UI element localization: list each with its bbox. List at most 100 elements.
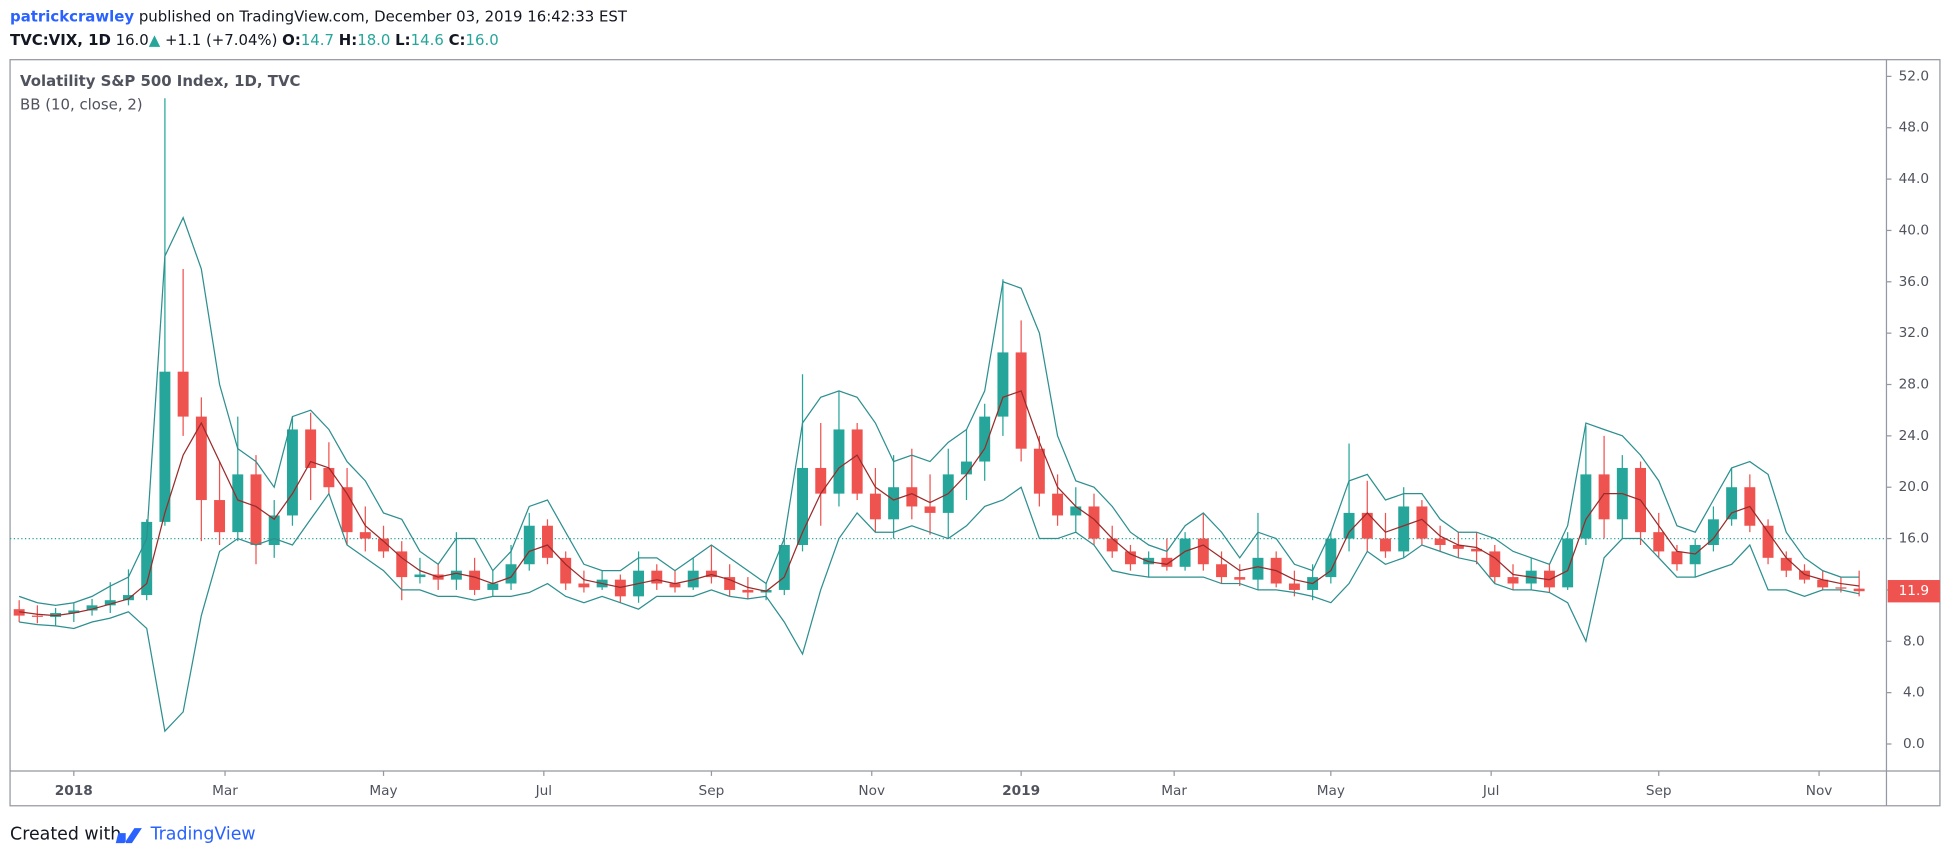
symbol: TVC:VIX, 1D [10,31,111,49]
candle-body [1161,557,1173,567]
candle-body [742,589,754,593]
x-tick-label: Nov [858,783,885,799]
x-tick-label: Nov [1806,783,1833,799]
candle-body [1817,579,1829,588]
candle-body [797,467,808,545]
candle-body [104,600,116,606]
candle-body [1380,538,1391,552]
x-tick-label: Jul [535,783,552,799]
y-tick-label: 20.0 [1899,479,1929,495]
last-price-label: 11.9 [1899,583,1929,599]
y-tick-label: 16.0 [1899,531,1929,547]
y-tick-label: 4.0 [1903,685,1925,701]
header-line-2: TVC:VIX, 1D 16.0▲ +1.1 (+7.04%) O:14.7 H… [10,31,499,49]
candle-body [687,570,699,588]
tradingview-logo[interactable] [115,828,142,844]
y-tick-label: 32.0 [1899,325,1929,341]
candle-body [961,461,972,475]
candle-body [851,429,863,494]
candle-body [414,574,426,578]
y-tick-label: 40.0 [1899,222,1929,238]
candle-body [1015,352,1027,449]
x-tick-label: 2019 [1002,783,1040,799]
candle-body [341,487,353,533]
change: +1.1 (+7.04%) [165,31,277,49]
candle-body [1434,538,1446,545]
candle-body [997,352,1009,417]
author[interactable]: patrickcrawley [10,7,134,25]
candle-body [669,583,681,588]
candle-body [1416,506,1428,539]
candle-body [1452,544,1464,549]
candle-body [833,429,845,494]
candle-body [523,525,535,565]
candle-body [1726,487,1738,520]
candle-body [1598,474,1610,520]
high: 18.0 [357,31,390,49]
candle-body [396,551,408,578]
candle-body [1325,538,1337,578]
open: 14.7 [301,31,334,49]
candle-body [505,564,517,584]
y-tick-label: 52.0 [1899,68,1929,84]
candle-body [651,570,663,584]
candle-body [1088,506,1100,539]
candle-body [50,613,62,617]
candle-body [1124,551,1136,565]
x-tick-label: May [369,783,397,799]
plot: 0.04.08.012.016.020.024.028.032.036.040.… [10,68,1940,799]
candle-body [924,506,936,513]
y-tick-label: 28.0 [1899,377,1929,393]
candle-body [1052,493,1064,516]
candle-body [560,557,572,584]
bb-lower [19,486,1860,733]
open-label: O: [282,31,301,49]
candle-body [542,525,553,558]
close-label: C: [449,31,466,49]
bb-basis [19,390,1860,617]
candle-body [214,500,226,533]
candle-body [123,595,134,601]
candle-body [1361,512,1373,539]
published: published on TradingView.com, December 0… [139,7,628,25]
candle-body [1562,538,1574,588]
candle-body [159,371,171,522]
candle-body [323,467,335,488]
candle-body [1471,548,1483,552]
brand[interactable]: TradingView [150,824,256,844]
candle-body [1033,448,1045,494]
candle-body [979,416,991,462]
y-tick-label: 0.0 [1903,736,1925,752]
candle-body [724,577,736,590]
x-tick-label: May [1317,783,1345,799]
header-line-1: patrickcrawley published on TradingView.… [10,7,628,25]
candle-body [1580,474,1592,539]
candle-body [869,493,881,520]
candle-body [1179,538,1191,567]
chart-title: Volatility S&P 500 Index, 1D, TVC [20,72,300,90]
candle-body [250,474,262,545]
candle-body [1398,506,1410,552]
candle-body [86,605,98,611]
candle-body [1653,532,1665,552]
candle-body [1543,570,1555,588]
x-tick-label: Mar [1161,783,1187,799]
candle-body [450,570,462,580]
y-tick-label: 36.0 [1899,274,1929,290]
candle-body [1835,587,1847,589]
candle-body [68,610,80,614]
candle-body [268,515,280,545]
high-label: H: [339,31,357,49]
candle-body [778,544,790,590]
indicator-label: BB (10, close, 2) [20,96,143,114]
candle-body [305,429,317,468]
candle-body [1762,525,1774,558]
candle-body [31,615,43,617]
candle-body [487,583,499,590]
candle-body [1799,570,1810,580]
candle-body [1507,577,1519,584]
last-price-tag [1887,580,1940,603]
y-tick-label: 44.0 [1899,171,1929,187]
candle-body [1288,583,1300,590]
up-arrow: ▲ [149,31,161,49]
